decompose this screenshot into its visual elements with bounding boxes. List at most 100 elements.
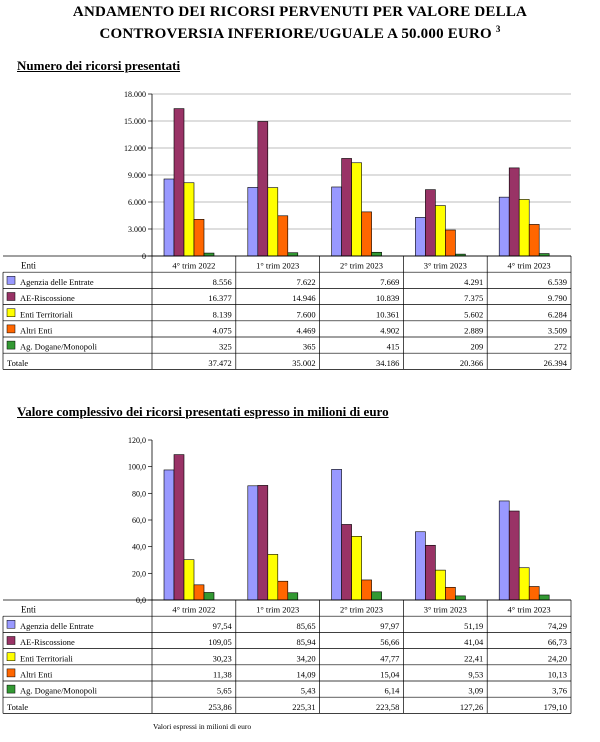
cell-value: 56,66 — [380, 637, 399, 647]
bar-enti-territoriali-3 — [351, 536, 362, 601]
bar-ag-dogane-monopoli-2 — [287, 592, 299, 601]
bar-ag-dogane-monopoli-4 — [455, 595, 466, 601]
category-label: 4° trim 2023 — [508, 261, 551, 271]
bar-enti-territoriali-5 — [518, 567, 530, 601]
bar-ae-riscossione-1 — [173, 454, 185, 601]
chart-1-title: Numero dei ricorsi presentati — [17, 58, 181, 73]
bar-agenzia-delle-entrate-1 — [163, 469, 175, 601]
bar-enti-territoriali-2 — [267, 187, 279, 257]
bar-agenzia-delle-entrate-4 — [415, 217, 426, 257]
cell-value: 10.361 — [376, 309, 399, 319]
cell-value: 5.602 — [464, 309, 483, 319]
chart-2-value: 0,0 20,0 40,0 60,0 80,0 100,0 120,0 Enti 4° trim… — [2, 436, 572, 714]
category-label: 4° trim 2022 — [172, 605, 215, 615]
bar-agenzia-delle-entrate-2 — [247, 187, 259, 257]
total-value: 34.186 — [376, 358, 399, 368]
cell-value: 4.291 — [464, 277, 483, 287]
cell-value: 22,41 — [464, 653, 483, 663]
y-tick-label: 12.000 — [124, 144, 146, 153]
cell-value: 3,09 — [468, 686, 483, 696]
bar-ag-dogane-monopoli-3 — [371, 251, 382, 257]
bar-enti-territoriali-5 — [518, 199, 530, 257]
y-tick-label: 0,0 — [136, 596, 146, 605]
legend-label-altri-enti: Altri Enti — [20, 670, 53, 680]
y-tick-label: 0 — [142, 252, 146, 261]
cell-value: 74,29 — [548, 621, 567, 631]
total-value: 223,58 — [376, 702, 399, 712]
data-table: Enti 4° trim 2022 1° trim 2023 2° trim 2023… — [2, 599, 572, 714]
y-tick-label: 100,0 — [128, 463, 146, 472]
bar-enti-territoriali-1 — [183, 559, 195, 601]
category-label: 2° trim 2023 — [340, 261, 383, 271]
bar-ag-dogane-monopoli-1 — [203, 252, 215, 257]
legend-label-ae-riscossione: AE-Riscossione — [20, 637, 75, 647]
cell-value: 8.556 — [213, 277, 232, 287]
cell-value: 7.622 — [296, 277, 315, 287]
bar-ag-dogane-monopoli-2 — [287, 252, 299, 257]
legend-swatch-ag-dogane-monopoli — [6, 684, 16, 694]
cell-value: 7.375 — [464, 293, 483, 303]
category-label: 4° trim 2023 — [508, 605, 551, 615]
cell-value: 2.889 — [464, 326, 483, 336]
bar-ae-riscossione-1 — [173, 108, 185, 257]
y-tick-label: 40,0 — [132, 543, 146, 552]
cell-value: 7.669 — [380, 277, 399, 287]
legend-swatch-enti-territoriali — [6, 308, 16, 317]
legend-label-enti-territoriali: Enti Territoriali — [20, 309, 73, 319]
bar-ae-riscossione-5 — [508, 510, 520, 601]
bar-ag-dogane-monopoli-3 — [371, 591, 382, 601]
legend-swatch-ag-dogane-monopoli — [6, 340, 16, 350]
legend-label-agenzia-delle-entrate: Agenzia delle Entrate — [20, 621, 94, 631]
table-header-label: Enti — [21, 605, 36, 615]
bar-ag-dogane-monopoli-5 — [538, 594, 550, 601]
category-label: 3° trim 2023 — [424, 605, 467, 615]
cell-value: 14,09 — [296, 670, 315, 680]
bar-agenzia-delle-entrate-5 — [498, 500, 510, 601]
total-value: 127,26 — [460, 702, 483, 712]
cell-value: 41,04 — [464, 637, 484, 647]
bar-altri-enti-3 — [361, 579, 372, 601]
legend-label-ag-dogane-monopoli: Ag. Dogane/Monopoli — [20, 686, 98, 696]
cell-value: 97,54 — [213, 621, 233, 631]
category-label: 1° trim 2023 — [256, 605, 299, 615]
bar-altri-enti-1 — [193, 219, 205, 257]
category-label: 3° trim 2023 — [424, 261, 467, 271]
legend-swatch-altri-enti — [6, 324, 16, 334]
bar-altri-enti-1 — [193, 584, 205, 601]
page-title: ANDAMENTO DEI RICORSI PERVENUTI PER VALO… — [0, 4, 600, 43]
total-label: Totale — [7, 358, 28, 368]
bar-enti-territoriali-2 — [267, 554, 279, 601]
total-label: Totale — [7, 702, 28, 712]
cell-value: 8.139 — [213, 309, 232, 319]
bar-ae-riscossione-3 — [341, 158, 352, 257]
total-value: 253,86 — [208, 702, 231, 712]
cell-value: 6.284 — [548, 309, 568, 319]
bar-enti-territoriali-3 — [351, 162, 362, 257]
bar-ae-riscossione-3 — [341, 524, 352, 601]
total-value: 179,10 — [544, 702, 567, 712]
bar-altri-enti-5 — [528, 586, 540, 601]
y-tick-label: 3.000 — [128, 225, 146, 234]
footnote: Valori espressi in milioni di euro — [153, 722, 252, 731]
cell-value: 10.839 — [376, 293, 399, 303]
cell-value: 3,76 — [552, 686, 567, 696]
cell-value: 4.902 — [380, 326, 399, 336]
title-line-2: CONTROVERSIA INFERIORE/UGUALE A 50.000 E… — [99, 26, 492, 42]
bar-ag-dogane-monopoli-1 — [203, 592, 215, 601]
title-footnote-ref: 3 — [495, 24, 501, 34]
y-tick-label: 120,0 — [128, 436, 146, 445]
cell-value: 97,97 — [380, 621, 399, 631]
cell-value: 85,94 — [296, 637, 316, 647]
legend-label-ae-riscossione: AE-Riscossione — [20, 293, 75, 303]
bar-enti-territoriali-4 — [435, 205, 446, 257]
chart-2-title: Valore complessivo dei ricorsi presentat… — [17, 404, 389, 419]
bar-agenzia-delle-entrate-1 — [163, 178, 175, 257]
cell-value: 365 — [303, 342, 316, 352]
category-label: 2° trim 2023 — [340, 605, 383, 615]
bar-ae-riscossione-5 — [508, 167, 520, 257]
legend-swatch-agenzia-delle-entrate — [6, 276, 16, 285]
cell-value: 6,14 — [385, 686, 401, 696]
bar-ae-riscossione-2 — [257, 121, 269, 257]
bar-agenzia-delle-entrate-2 — [247, 485, 259, 601]
y-tick-label: 15.000 — [124, 117, 146, 126]
